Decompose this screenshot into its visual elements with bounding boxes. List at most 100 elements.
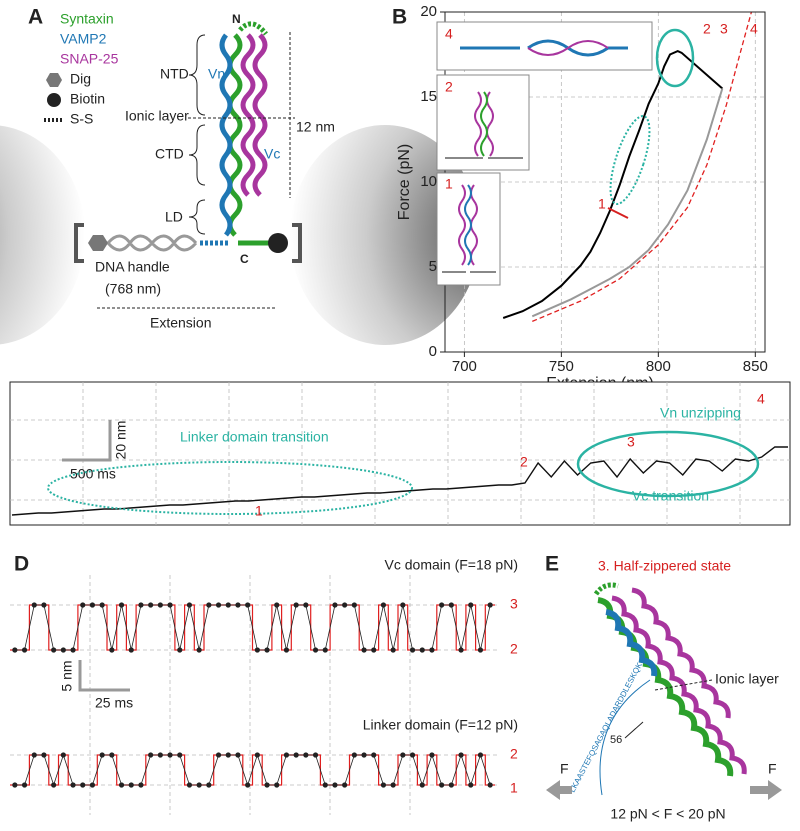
data-point: [60, 647, 66, 653]
sequence: LKAASTEFQSAGAQLADARDDLESKQK: [568, 660, 645, 794]
biotin: [268, 233, 288, 253]
level-label: 1: [510, 780, 518, 796]
annotation: 1: [255, 503, 263, 519]
panel-d: Vc domain (F=18 pN) 3 2 5 nm 25 ms Linke…: [10, 557, 518, 815]
panel-a: Syntaxin VAMP2 SNAP-25 Dig Biotin S-S N …: [0, 11, 480, 345]
data-point: [70, 782, 76, 788]
label: F: [560, 761, 569, 777]
data-point: [371, 647, 377, 653]
data-point: [448, 602, 454, 608]
data-point: [12, 782, 18, 788]
data-point: [332, 782, 338, 788]
y-tick-label: 0: [429, 343, 437, 360]
panel-e: 3. Half-zippered state LKAASTEFQSAGAQLAD…: [546, 558, 782, 822]
inset-drawing: [480, 91, 488, 157]
brace: [188, 199, 206, 235]
scale-label: 25 ms: [95, 695, 133, 711]
data-point: [206, 782, 212, 788]
data-point: [342, 602, 348, 608]
inset-label: 1: [445, 176, 453, 192]
inset-drawing: [464, 184, 472, 266]
data-point: [215, 602, 222, 608]
data-point: [322, 647, 328, 653]
panel-title: 3. Half-zippered state: [598, 558, 731, 574]
highlight: [655, 28, 695, 88]
data-point: [245, 602, 251, 608]
data-point: [186, 602, 193, 608]
extension-trace: [11, 446, 788, 516]
inset: [436, 172, 501, 286]
data-point: [380, 602, 387, 608]
data-point: [468, 602, 474, 608]
plot-data: [502, 11, 753, 322]
arrow: [607, 207, 629, 219]
inset-label: 2: [445, 79, 453, 95]
scale-bar: [78, 660, 130, 692]
data-point: [225, 752, 231, 758]
legend-entry: Biotin: [70, 91, 105, 107]
bead: [290, 125, 480, 345]
trace: [11, 446, 788, 516]
highlight: [609, 115, 651, 205]
data-point: [138, 782, 144, 788]
data-point: [167, 752, 173, 758]
label: NTD: [160, 66, 189, 82]
data-point: [487, 782, 493, 788]
bead: [0, 125, 85, 345]
data-point: [99, 752, 105, 758]
label: Extension: [150, 315, 211, 331]
data-point: [283, 647, 290, 653]
label: (768 nm): [105, 281, 161, 297]
data-point: [303, 602, 309, 608]
data-point: [31, 752, 37, 758]
scale-label: 20 nm: [113, 421, 129, 460]
data-point: [303, 752, 309, 758]
traces: [10, 602, 495, 788]
plot-frame: [9, 381, 791, 526]
vamp2-helix: [605, 609, 658, 677]
linker-path: [599, 679, 651, 796]
data-point: [380, 782, 387, 788]
data-point: [196, 782, 202, 788]
annotation: 2: [703, 21, 711, 37]
data-point: [283, 752, 290, 758]
data-point: [458, 752, 464, 758]
data-point: [109, 752, 115, 758]
data-point: [293, 752, 299, 758]
data-point: [274, 782, 280, 788]
y-tick-label: 15: [420, 88, 437, 105]
data-point: [400, 602, 406, 608]
x-tick-label: 700: [452, 358, 477, 375]
label: 12 nm: [296, 119, 335, 135]
snap25-helix: [252, 33, 268, 197]
label: 12 pN < F < 20 pN: [610, 806, 725, 822]
data-point: [148, 602, 154, 608]
brace: [188, 34, 206, 116]
data-point: [109, 647, 115, 653]
annotation: 2: [520, 454, 528, 470]
data-point: [458, 647, 464, 653]
snap25-helix: [631, 587, 731, 719]
legend-entry: VAMP2: [60, 31, 107, 47]
data-point: [177, 752, 183, 758]
data-point: [429, 647, 435, 653]
annotation: Linker domain transition: [180, 429, 329, 445]
label: C: [240, 252, 249, 266]
force-arrow: [546, 780, 572, 800]
data-point: [468, 782, 474, 788]
x-tick-label: 750: [549, 358, 574, 375]
data-point: [225, 602, 231, 608]
panel-c: 500 ms 20 nm Linker domain transition 1 …: [9, 381, 791, 526]
legend-entry: Dig: [70, 71, 91, 87]
snap25-helix: [240, 33, 256, 197]
y-tick-label: 5: [429, 258, 437, 275]
dig-icon: [46, 73, 62, 87]
data-point: [215, 752, 222, 758]
y-tick-label: 10: [420, 173, 437, 190]
annotation: 1: [598, 196, 606, 212]
force-arrow: [750, 780, 782, 800]
scale-label: 500 ms: [70, 466, 116, 482]
annotation: 3: [720, 21, 728, 37]
data-point: [41, 752, 47, 758]
